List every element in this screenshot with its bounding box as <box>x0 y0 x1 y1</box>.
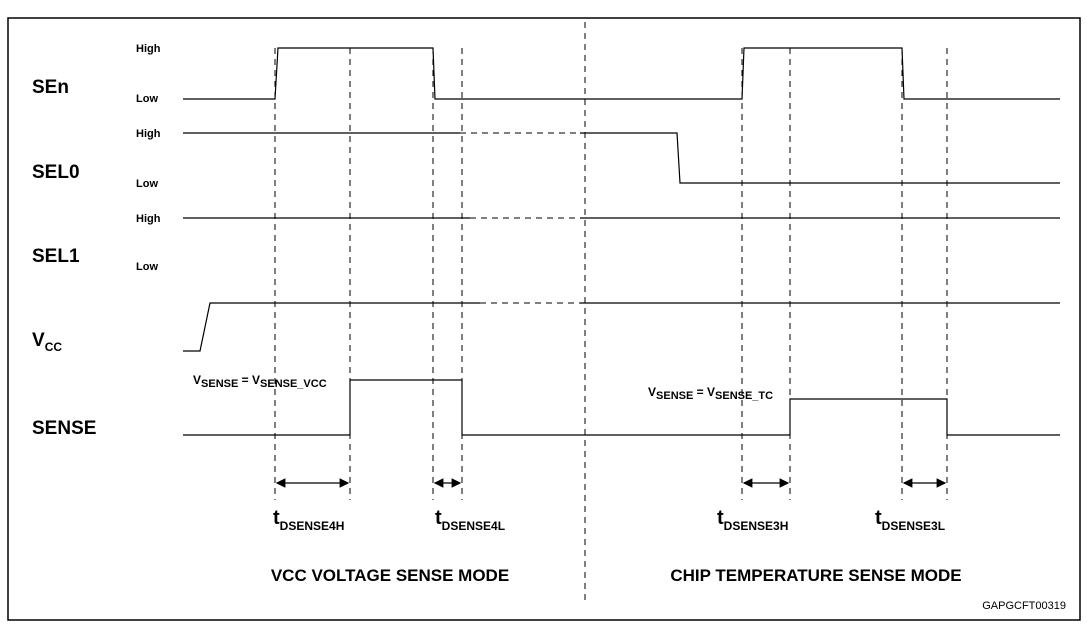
level-label: High <box>136 213 161 225</box>
timing-label: tDSENSE3L <box>875 507 945 533</box>
level-label: High <box>136 43 161 55</box>
timing-guides <box>274 48 948 500</box>
timing-label: tDSENSE3H <box>717 507 788 533</box>
level-label: Low <box>136 261 158 273</box>
signal-name: SEL0 <box>32 162 80 183</box>
sen-wave <box>183 47 1060 100</box>
sel0-wave <box>580 132 1060 184</box>
level-label: Low <box>136 93 158 105</box>
timing-label: tDSENSE4L <box>435 507 505 533</box>
figure-id: GAPGCFT00319 <box>982 600 1066 612</box>
signal-name: SEL1 <box>32 246 80 267</box>
signal-name: VCC <box>32 330 62 354</box>
signal-name: SEn <box>32 77 69 98</box>
sense-annotation: VSENSE = VSENSE_TC <box>648 385 773 402</box>
signal-name: SENSE <box>32 418 96 439</box>
timing-label: tDSENSE4H <box>273 507 344 533</box>
vcc-wave <box>183 302 480 352</box>
mode-label: CHIP TEMPERATURE SENSE MODE <box>670 566 961 585</box>
level-label: High <box>136 128 161 140</box>
mode-label: VCC VOLTAGE SENSE MODE <box>271 566 509 585</box>
sense-annotation: VSENSE = VSENSE_VCC <box>193 373 327 390</box>
frame <box>7 17 1081 621</box>
level-label: Low <box>136 178 158 190</box>
